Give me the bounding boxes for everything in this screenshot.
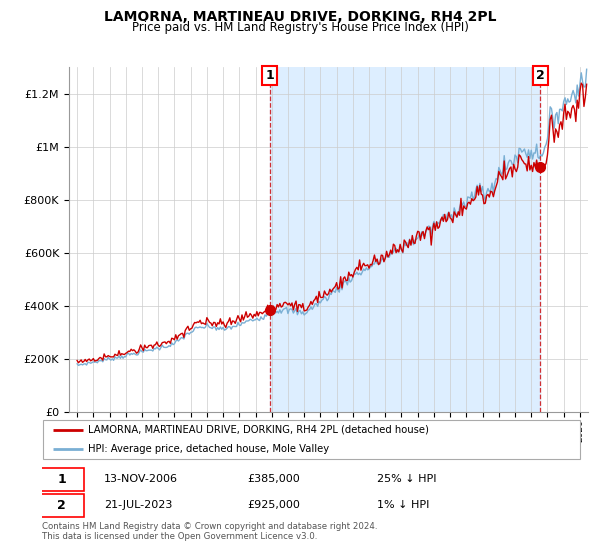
Bar: [270, 67, 540, 412]
Text: £385,000: £385,000: [247, 474, 300, 484]
Text: HPI: Average price, detached house, Mole Valley: HPI: Average price, detached house, Mole…: [88, 444, 329, 454]
Text: Price paid vs. HM Land Registry's House Price Index (HPI): Price paid vs. HM Land Registry's House …: [131, 21, 469, 34]
Text: 2: 2: [57, 499, 66, 512]
Text: 1: 1: [265, 69, 274, 82]
Text: Contains HM Land Registry data © Crown copyright and database right 2024.: Contains HM Land Registry data © Crown c…: [42, 522, 377, 531]
Text: 1: 1: [57, 473, 66, 486]
Text: 1% ↓ HPI: 1% ↓ HPI: [377, 501, 429, 510]
Text: 25% ↓ HPI: 25% ↓ HPI: [377, 474, 436, 484]
Text: 2: 2: [536, 69, 544, 82]
Text: LAMORNA, MARTINEAU DRIVE, DORKING, RH4 2PL: LAMORNA, MARTINEAU DRIVE, DORKING, RH4 2…: [104, 10, 496, 24]
Text: 13-NOV-2006: 13-NOV-2006: [104, 474, 178, 484]
Text: £925,000: £925,000: [247, 501, 300, 510]
Text: 21-JUL-2023: 21-JUL-2023: [104, 501, 172, 510]
FancyBboxPatch shape: [40, 494, 83, 517]
FancyBboxPatch shape: [43, 420, 580, 459]
FancyBboxPatch shape: [40, 468, 83, 491]
Text: This data is licensed under the Open Government Licence v3.0.: This data is licensed under the Open Gov…: [42, 532, 317, 541]
Text: LAMORNA, MARTINEAU DRIVE, DORKING, RH4 2PL (detached house): LAMORNA, MARTINEAU DRIVE, DORKING, RH4 2…: [88, 424, 429, 435]
